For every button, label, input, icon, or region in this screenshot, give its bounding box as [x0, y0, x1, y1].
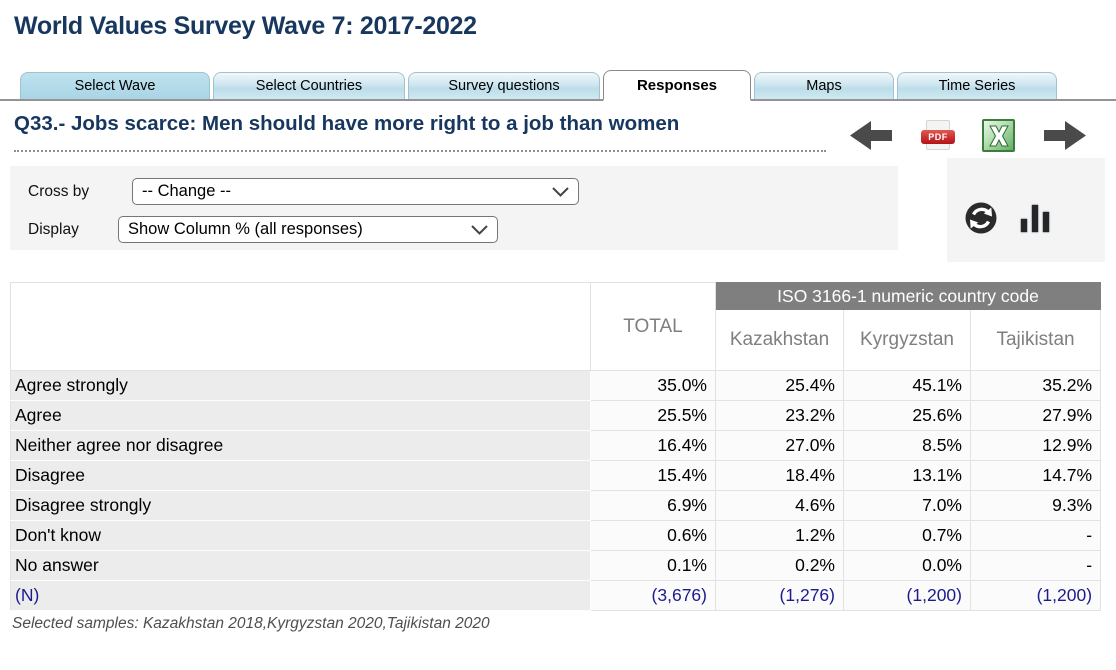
cell-value: 25.4%: [715, 370, 844, 401]
row-label: Disagree strongly: [10, 490, 591, 521]
table-row: Disagree 15.4% 18.4% 13.1% 14.7%: [10, 460, 1102, 491]
iso-group-header: ISO 3166-1 numeric country code: [714, 282, 1102, 310]
table-row: (N) (3,676) (1,276) (1,200) (1,200): [10, 580, 1102, 611]
total-column-header: TOTAL: [590, 282, 716, 371]
selected-samples-note: Selected samples: Kazakhstan 2018,Kyrgyz…: [12, 615, 490, 632]
tab-select-countries[interactable]: Select Countries: [213, 72, 405, 99]
cell-value: 25.6%: [843, 400, 971, 431]
cell-total: 0.6%: [590, 520, 716, 551]
cell-value: 45.1%: [843, 370, 971, 401]
tab-bar: Select Wave Select Countries Survey questi…: [0, 70, 1116, 101]
question-title-wrap: Q33.- Jobs scarce: Men should have more …: [14, 111, 826, 152]
cell-total: 25.5%: [590, 400, 716, 431]
bar-chart-icon[interactable]: [1015, 174, 1055, 262]
cell-value: 0.2%: [715, 550, 844, 581]
cell-value: 23.2%: [715, 400, 844, 431]
tab-survey-questions[interactable]: Survey questions: [408, 72, 600, 99]
cell-value: (1,276): [715, 580, 844, 611]
tab-select-wave[interactable]: Select Wave: [20, 72, 210, 99]
cross-by-select[interactable]: -- Change --: [132, 178, 579, 205]
cell-total: 16.4%: [590, 430, 716, 461]
table-body: Agree strongly 35.0% 25.4% 45.1% 35.2% Agree 2…: [10, 370, 1102, 611]
view-tools-panel: [947, 158, 1105, 262]
country-header-row: Kazakhstan Kyrgyzstan Tajikistan: [11, 309, 1102, 371]
cell-value: 12.9%: [969, 430, 1102, 461]
cell-value: (1,200): [843, 580, 971, 611]
row-label: Agree strongly: [10, 370, 591, 401]
cell-value: 18.4%: [715, 460, 844, 491]
row-label: Disagree: [10, 460, 591, 491]
display-select[interactable]: Show Column % (all responses): [118, 216, 498, 243]
tab-label: Select Countries: [255, 78, 363, 94]
cell-value: 27.0%: [715, 430, 844, 461]
cell-total: 15.4%: [590, 460, 716, 491]
table-row: Agree 25.5% 23.2% 25.6% 27.9%: [10, 400, 1102, 431]
responses-table: TOTAL ISO 3166-1 numeric country code Ka…: [10, 282, 1102, 611]
export-pdf-icon[interactable]: PDF: [921, 119, 955, 152]
tab-label: Maps: [806, 78, 842, 94]
column-header-kazakhstan: Kazakhstan: [715, 309, 844, 371]
cross-by-label: Cross by: [28, 182, 90, 200]
cell-value: -: [969, 550, 1102, 581]
refresh-icon[interactable]: [963, 174, 999, 262]
cell-value: 0.0%: [843, 550, 971, 581]
cell-value: 14.7%: [969, 460, 1102, 491]
question-header: Q33.- Jobs scarce: Men should have more …: [0, 101, 1116, 152]
table-row: Neither agree nor disagree 16.4% 27.0% 8.5%…: [10, 430, 1102, 461]
table-row: Agree strongly 35.0% 25.4% 45.1% 35.2%: [10, 370, 1102, 401]
display-label: Display: [28, 220, 79, 238]
tab-label: Time Series: [938, 78, 1016, 94]
cell-value: 1.2%: [715, 520, 844, 551]
table-row: Disagree strongly 6.9% 4.6% 7.0% 9.3%: [10, 490, 1102, 521]
row-label: Neither agree nor disagree: [10, 430, 591, 461]
question-title: Q33.- Jobs scarce: Men should have more …: [14, 112, 680, 135]
chevron-down-icon: [471, 224, 488, 235]
cell-total: 35.0%: [590, 370, 716, 401]
chevron-down-icon: [552, 186, 569, 197]
row-label: Agree: [10, 400, 591, 431]
cell-total: 6.9%: [590, 490, 716, 521]
row-label: (N): [10, 580, 591, 611]
export-excel-icon[interactable]: [982, 119, 1015, 152]
cell-value: -: [969, 520, 1102, 551]
cell-total: (3,676): [590, 580, 716, 611]
tab-label: Responses: [636, 76, 718, 94]
tab-label: Select Wave: [74, 78, 156, 94]
blank-header-cell: [10, 282, 591, 371]
cell-total: 0.1%: [590, 550, 716, 581]
crosstab-controls-panel: Cross by -- Change -- Display Show Colum…: [10, 166, 898, 250]
cell-value: 0.7%: [843, 520, 971, 551]
column-header-kyrgyzstan: Kyrgyzstan: [843, 309, 971, 371]
cell-value: (1,200): [969, 580, 1102, 611]
display-value: Show Column % (all responses): [128, 220, 363, 238]
cell-value: 8.5%: [843, 430, 971, 461]
controls-section: Cross by -- Change -- Display Show Colum…: [0, 158, 1116, 270]
cell-value: 13.1%: [843, 460, 971, 491]
cell-value: 27.9%: [969, 400, 1102, 431]
cell-value: 7.0%: [843, 490, 971, 521]
cross-by-value: -- Change --: [142, 182, 231, 200]
previous-question-arrow-icon[interactable]: [848, 120, 894, 151]
tab-responses[interactable]: Responses: [603, 70, 751, 101]
table-row: No answer 0.1% 0.2% 0.0% -: [10, 550, 1102, 581]
pdf-label: PDF: [921, 129, 955, 144]
cell-value: 4.6%: [715, 490, 844, 521]
column-header-tajikistan: Tajikistan: [969, 309, 1102, 371]
row-label: Don't know: [10, 520, 591, 551]
next-question-arrow-icon[interactable]: [1042, 120, 1088, 151]
page-title: World Values Survey Wave 7: 2017-2022: [14, 12, 477, 40]
cell-value: 35.2%: [969, 370, 1102, 401]
row-label: No answer: [10, 550, 591, 581]
tab-label: Survey questions: [448, 78, 560, 94]
cell-value: 9.3%: [969, 490, 1102, 521]
question-toolbar: PDF: [848, 111, 1102, 152]
tab-time-series[interactable]: Time Series: [897, 72, 1057, 99]
tab-maps[interactable]: Maps: [754, 72, 894, 99]
table-row: Don't know 0.6% 1.2% 0.7% -: [10, 520, 1102, 551]
